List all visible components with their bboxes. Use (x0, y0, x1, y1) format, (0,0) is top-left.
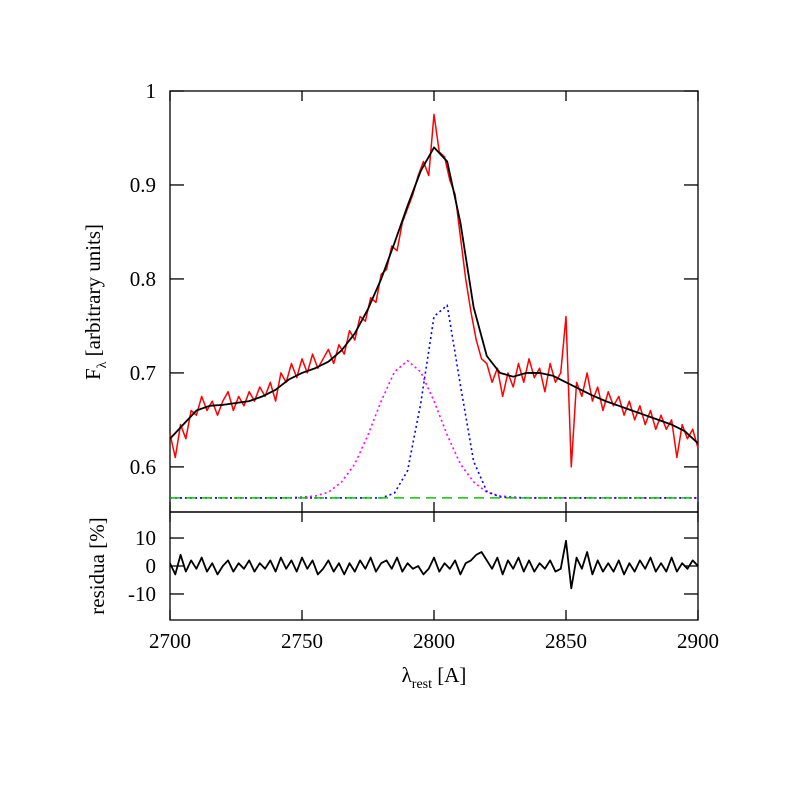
top-panel-frame (169, 90, 699, 513)
series-line (169, 539, 699, 590)
x-tick-label: 2750 (281, 629, 323, 653)
series-line (169, 146, 699, 445)
series-line (170, 359, 698, 499)
y-tick-label: 0 (146, 554, 157, 578)
y-tick-label: 10 (135, 526, 156, 550)
x-tick-label: 2700 (149, 629, 191, 653)
y-tick-label: -10 (128, 582, 156, 606)
bottom-panel-frame (169, 511, 699, 621)
series-line (169, 113, 699, 468)
y-tick-label: 0.9 (130, 173, 156, 197)
y-tick-label: 0.8 (130, 267, 156, 291)
y-tick-label: 1 (146, 79, 157, 103)
y-axis-label: residua [%] (85, 517, 109, 614)
x-tick-label: 2900 (677, 629, 719, 653)
y-tick-label: 0.6 (130, 455, 156, 479)
x-tick-label: 2800 (413, 629, 455, 653)
y-axis-label: Fλ [arbitrary units] (81, 224, 110, 380)
y-tick-label: 0.7 (130, 361, 156, 385)
x-axis-label: λrest [A] (402, 663, 467, 692)
x-tick-label: 2850 (545, 629, 587, 653)
